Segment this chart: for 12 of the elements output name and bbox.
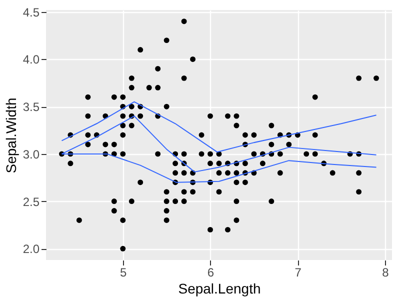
x-tick-label: 7 xyxy=(294,266,302,280)
y-tick-label: 2.5 xyxy=(22,194,40,209)
y-tick-label: 3.0 xyxy=(22,147,40,162)
y-tick-label: 3.5 xyxy=(22,100,40,114)
x-tick-label: 6 xyxy=(207,266,214,280)
y-tick-label: 4.0 xyxy=(22,52,40,67)
x-tick-label: 8 xyxy=(382,266,390,280)
y-tick-label: 4.5 xyxy=(22,5,40,20)
y-axis-title: Sepal.Width xyxy=(2,98,19,174)
x-tick-label: 5 xyxy=(120,266,128,280)
x-axis-title: Sepal.Length xyxy=(178,280,261,296)
y-tick-label: 2.0 xyxy=(22,242,40,256)
